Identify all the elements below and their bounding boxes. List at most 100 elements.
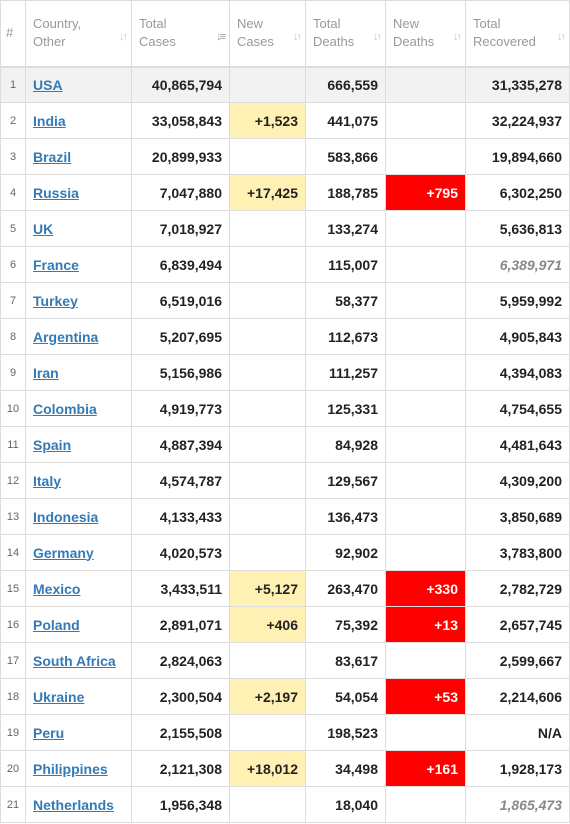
sort-descending-icon[interactable]: ↓≡ [216, 30, 226, 43]
table-row: 12 Italy 4,574,787 129,567 4,309,200 [0, 462, 570, 499]
column-header-country[interactable]: Country, Other ↓↑ [25, 0, 132, 68]
new-cases-cell [229, 318, 306, 355]
country-link[interactable]: Iran [33, 364, 59, 381]
country-link[interactable]: Ukraine [33, 688, 85, 705]
column-header-total-deaths[interactable]: Total Deaths ↓↑ [305, 0, 386, 68]
new-deaths-cell [385, 714, 466, 751]
column-header-total-cases[interactable]: Total Cases ↓≡ [131, 0, 230, 68]
row-number: 9 [0, 354, 26, 391]
table-row: 13 Indonesia 4,133,433 136,473 3,850,689 [0, 498, 570, 535]
row-number: 17 [0, 642, 26, 679]
total-deaths-cell: 136,473 [305, 498, 386, 535]
column-header-new-deaths[interactable]: New Deaths ↓↑ [385, 0, 466, 68]
country-link[interactable]: Colombia [33, 400, 97, 417]
table-row: 8 Argentina 5,207,695 112,673 4,905,843 [0, 318, 570, 355]
total-deaths-cell: 83,617 [305, 642, 386, 679]
total-cases-cell: 6,519,016 [131, 282, 230, 319]
total-recovered-cell: N/A [465, 714, 570, 751]
new-deaths-cell [385, 534, 466, 571]
new-cases-cell [229, 210, 306, 247]
country-link[interactable]: Germany [33, 544, 94, 561]
country-link[interactable]: France [33, 256, 79, 273]
column-header-num[interactable]: # [0, 0, 26, 68]
total-recovered-cell: 32,224,937 [465, 102, 570, 139]
new-cases-cell [229, 462, 306, 499]
new-deaths-cell: +53 [385, 678, 466, 715]
row-number: 2 [0, 102, 26, 139]
total-deaths-cell: 112,673 [305, 318, 386, 355]
country-link[interactable]: Indonesia [33, 508, 99, 525]
country-link[interactable]: USA [33, 76, 63, 93]
country-link[interactable]: Brazil [33, 148, 72, 165]
country-link[interactable]: Poland [33, 616, 80, 633]
country-link[interactable]: Argentina [33, 328, 99, 345]
new-deaths-cell [385, 426, 466, 463]
total-recovered-cell: 2,599,667 [465, 642, 570, 679]
column-header-new-cases[interactable]: New Cases ↓↑ [229, 0, 306, 68]
new-cases-cell [229, 246, 306, 283]
country-link[interactable]: South Africa [33, 652, 116, 669]
total-deaths-cell: 111,257 [305, 354, 386, 391]
country-cell: Turkey [25, 282, 132, 319]
country-cell: Peru [25, 714, 132, 751]
total-cases-cell: 2,155,508 [131, 714, 230, 751]
total-cases-cell: 4,919,773 [131, 390, 230, 427]
new-deaths-cell [385, 138, 466, 175]
total-deaths-cell: 34,498 [305, 750, 386, 787]
country-cell: Ukraine [25, 678, 132, 715]
table-row: 1 USA 40,865,794 666,559 31,335,278 [0, 66, 570, 103]
new-cases-cell [229, 282, 306, 319]
country-link[interactable]: Turkey [33, 292, 78, 309]
new-cases-cell [229, 642, 306, 679]
new-deaths-cell [385, 66, 466, 103]
total-recovered-cell: 3,783,800 [465, 534, 570, 571]
table-row: 20 Philippines 2,121,308 +18,012 34,498 +161 1… [0, 750, 570, 787]
country-link[interactable]: Philippines [33, 760, 108, 777]
new-deaths-cell: +330 [385, 570, 466, 607]
total-cases-cell: 5,207,695 [131, 318, 230, 355]
total-cases-cell: 4,887,394 [131, 426, 230, 463]
row-number: 6 [0, 246, 26, 283]
new-cases-cell [229, 390, 306, 427]
row-number: 7 [0, 282, 26, 319]
sort-arrows-icon[interactable]: ↓↑ [119, 30, 128, 43]
total-deaths-cell: 75,392 [305, 606, 386, 643]
sort-arrows-icon[interactable]: ↓↑ [453, 30, 462, 43]
country-link[interactable]: Spain [33, 436, 72, 453]
sort-arrows-icon[interactable]: ↓↑ [373, 30, 382, 43]
table-row: 15 Mexico 3,433,511 +5,127 263,470 +330 2,782,… [0, 570, 570, 607]
total-cases-cell: 20,899,933 [131, 138, 230, 175]
total-recovered-cell: 6,302,250 [465, 174, 570, 211]
new-cases-cell [229, 714, 306, 751]
new-deaths-cell: +795 [385, 174, 466, 211]
table-row: 19 Peru 2,155,508 198,523 N/A [0, 714, 570, 751]
country-link[interactable]: UK [33, 220, 54, 237]
country-link[interactable]: India [33, 112, 66, 129]
table-row: 17 South Africa 2,824,063 83,617 2,599,667 [0, 642, 570, 679]
total-recovered-cell: 5,959,992 [465, 282, 570, 319]
country-link[interactable]: Italy [33, 472, 62, 489]
sort-arrows-icon[interactable]: ↓↑ [293, 30, 302, 43]
column-header-total-recovered[interactable]: Total Recovered ↓↑ [465, 0, 570, 68]
total-cases-cell: 7,047,880 [131, 174, 230, 211]
row-number: 18 [0, 678, 26, 715]
total-deaths-cell: 583,866 [305, 138, 386, 175]
total-deaths-cell: 125,331 [305, 390, 386, 427]
row-number: 14 [0, 534, 26, 571]
total-recovered-cell: 19,894,660 [465, 138, 570, 175]
total-cases-cell: 7,018,927 [131, 210, 230, 247]
total-recovered-cell: 31,335,278 [465, 66, 570, 103]
row-number: 15 [0, 570, 26, 607]
table-header-row: # Country, Other ↓↑ Total Cases ↓≡ New C… [0, 0, 570, 68]
country-cell: Argentina [25, 318, 132, 355]
total-cases-cell: 2,121,308 [131, 750, 230, 787]
country-link[interactable]: Netherlands [33, 796, 114, 813]
total-recovered-cell: 4,309,200 [465, 462, 570, 499]
country-link[interactable]: Peru [33, 724, 65, 741]
sort-arrows-icon[interactable]: ↓↑ [557, 30, 566, 43]
total-cases-cell: 40,865,794 [131, 66, 230, 103]
country-link[interactable]: Russia [33, 184, 79, 201]
new-deaths-cell [385, 210, 466, 247]
country-link[interactable]: Mexico [33, 580, 81, 597]
